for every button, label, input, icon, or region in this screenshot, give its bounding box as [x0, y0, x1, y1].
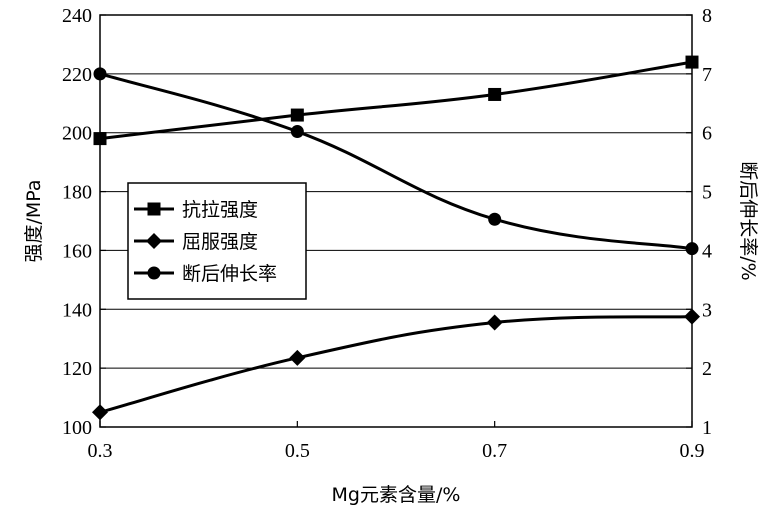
series-square-line — [99, 60, 693, 141]
x-tick-label: 0.9 — [680, 440, 705, 462]
legend-marker — [146, 233, 162, 249]
y-tick-label: 220 — [62, 64, 92, 86]
series-circle-point — [488, 212, 502, 226]
series-diamond-point — [684, 308, 700, 325]
legend-marker — [147, 202, 161, 216]
y2-tick-label: 7 — [702, 64, 712, 86]
series-square-point — [685, 55, 699, 69]
series-diamond-point — [289, 349, 306, 366]
series-square-point — [488, 87, 502, 101]
legend-entry: 断后伸长率 — [182, 263, 277, 285]
y-tick-label: 120 — [62, 358, 92, 380]
legend-entry: 屈服强度 — [182, 231, 258, 253]
series-square-point — [93, 132, 107, 146]
y-tick-label: 100 — [62, 417, 92, 439]
y2-tick-label: 2 — [702, 358, 712, 380]
y2-axis-title: 断后伸长率/% — [737, 161, 759, 280]
legend-entry: 抗拉强度 — [182, 199, 258, 221]
series-circle-point — [290, 125, 304, 139]
series-circle-line — [99, 72, 693, 251]
series — [92, 55, 700, 421]
y-tick-label: 140 — [62, 299, 92, 321]
series-square-point — [290, 108, 304, 122]
y2-tick-label: 1 — [702, 417, 712, 439]
y-tick-label: 240 — [62, 5, 92, 27]
y-tick-label: 180 — [62, 182, 92, 204]
y-tick-label: 200 — [62, 123, 92, 145]
x-tick-label: 0.3 — [88, 440, 113, 462]
x-axis-title: Mg元素含量/% — [332, 484, 461, 506]
y2-tick-label: 8 — [702, 5, 712, 27]
y-axis-title: 强度/MPa — [23, 179, 45, 262]
y2-tick-label: 5 — [702, 182, 712, 204]
series-circle-point — [93, 67, 107, 81]
legend-marker — [147, 266, 161, 280]
y-tick-label: 160 — [62, 240, 92, 262]
y2-tick-label: 4 — [702, 240, 712, 262]
series-diamond-line — [99, 315, 693, 414]
series-diamond-point — [486, 314, 503, 331]
plot-frame — [99, 14, 693, 428]
x-tick-label: 0.7 — [482, 440, 507, 462]
series-diamond-point — [92, 404, 108, 421]
ticks: 100 120 140 160 180 200 220 240 1 2 3 4 5 6 7 8 0.3 0.5 0.… — [62, 5, 712, 462]
x-tick-label: 0.5 — [285, 440, 310, 462]
y2-tick-label: 6 — [702, 123, 712, 145]
y2-tick-label: 3 — [702, 299, 712, 321]
series-circle-point — [685, 242, 699, 256]
